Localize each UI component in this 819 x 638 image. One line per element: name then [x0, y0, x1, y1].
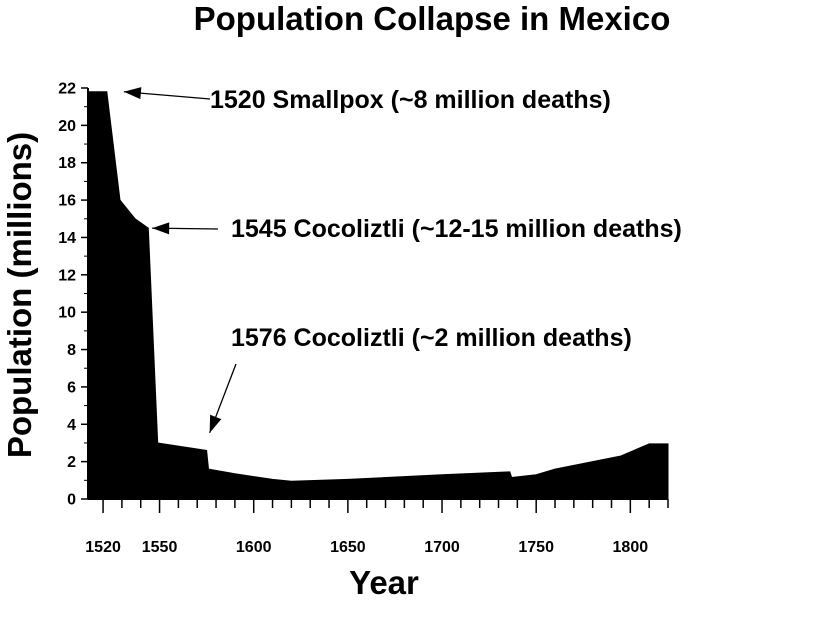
y-tick-label: 18	[58, 155, 76, 172]
x-tick-label: 1650	[330, 539, 366, 556]
annotation-label: 1576 Cocoliztli (~2 million deaths)	[231, 324, 632, 352]
y-axis-label: Population (millions)	[1, 132, 38, 458]
x-tick-label: 1800	[613, 539, 649, 556]
y-ticks: 0 2 4 6 8 10 12 14 16 18 20 22	[58, 81, 88, 509]
annotations: 1520 Smallpox (~8 million deaths) 1545 Co…	[123, 86, 682, 434]
y-tick-label: 10	[58, 305, 76, 322]
annotation-3: 1576 Cocoliztli (~2 million deaths)	[209, 324, 632, 434]
annotation-arrowhead	[209, 414, 222, 433]
x-tick-label: 1750	[518, 539, 554, 556]
y-tick-label: 12	[58, 267, 76, 284]
annotation-2: 1545 Cocoliztli (~12-15 million deaths)	[152, 215, 682, 243]
x-tick-label: 1520	[85, 539, 121, 556]
x-tick-label: 1700	[424, 539, 460, 556]
x-ticks: 1520 1550 1600 1650 1700 1750 1800	[85, 499, 648, 556]
y-tick-label: 2	[67, 454, 76, 471]
y-tick-label: 16	[58, 193, 76, 210]
x-axis-label: Year	[349, 564, 419, 601]
annotation-1: 1520 Smallpox (~8 million deaths)	[123, 86, 611, 114]
chart-title: Population Collapse in Mexico	[194, 0, 671, 37]
x-minor-ticks	[121, 499, 669, 508]
population-area-0	[87, 91, 669, 500]
annotation-arrowhead	[123, 87, 142, 100]
y-tick-label: 4	[67, 417, 76, 434]
y-tick-label: 14	[58, 230, 76, 247]
annotation-label: 1520 Smallpox (~8 million deaths)	[210, 86, 611, 114]
annotation-arrowhead	[152, 222, 170, 235]
y-tick-label: 8	[67, 342, 76, 359]
annotation-label: 1545 Cocoliztli (~12-15 million deaths)	[231, 215, 682, 243]
area-layer	[87, 91, 669, 500]
x-tick-label: 1550	[142, 539, 178, 556]
y-tick-label: 20	[58, 118, 76, 135]
y-tick-label: 22	[58, 81, 76, 98]
y-tick-label: 0	[67, 492, 76, 509]
x-tick-label: 1600	[236, 539, 272, 556]
y-tick-label: 6	[67, 379, 76, 396]
